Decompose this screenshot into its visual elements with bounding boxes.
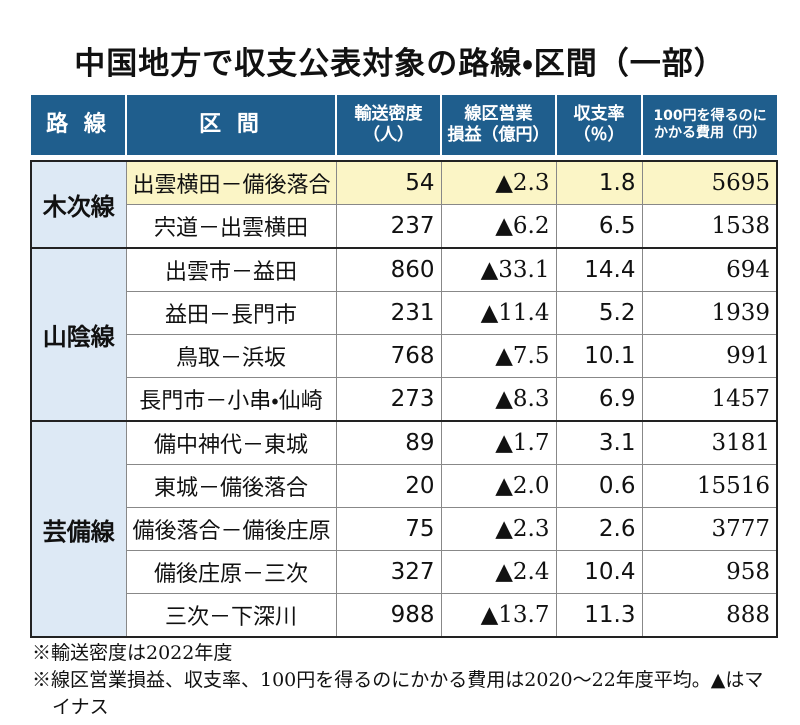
header-text: （人） bbox=[363, 125, 414, 145]
revenue-ratio: 11.3 bbox=[555, 593, 642, 638]
header-cell: 路 線 bbox=[31, 95, 126, 155]
density: 89 bbox=[335, 420, 441, 465]
density: 988 bbox=[335, 593, 441, 638]
section: 長門市－小串・仙崎 bbox=[125, 377, 336, 422]
table-row: 芸備線 備中神代－東城 89 ▲1.7 3.1 3181 bbox=[30, 420, 778, 638]
notes: ※輸送密度は2022年度 ※線区営業損益、収支率、100円を得るのにかかる費用は2… bbox=[32, 640, 777, 721]
section: 備中神代－東城 bbox=[125, 420, 336, 465]
density: 20 bbox=[335, 464, 441, 508]
density: 273 bbox=[335, 377, 441, 422]
table-row: 三次－下深川 988 ▲13.7 11.3 888 bbox=[31, 593, 778, 638]
cost-per-100yen: 958 bbox=[641, 550, 778, 594]
revenue-ratio: 10.4 bbox=[555, 550, 642, 594]
table-row: 益田－長門市 231 ▲11.4 5.2 1939 bbox=[31, 291, 778, 335]
section: 鳥取－浜坂 bbox=[125, 334, 336, 378]
header-cell: 100円を得るのに かかる費用（円） bbox=[641, 95, 777, 155]
revenue-ratio: 6.5 bbox=[555, 204, 642, 249]
header-text: 区 間 bbox=[199, 112, 263, 138]
header-cell: 区 間 bbox=[125, 95, 336, 155]
cost-per-100yen: 1457 bbox=[641, 377, 778, 422]
title: 中国地方で収支公表対象の路線・区間（一部） bbox=[74, 46, 726, 82]
density: 860 bbox=[335, 247, 441, 292]
operating-loss: ▲8.3 bbox=[440, 377, 556, 422]
cost-per-100yen: 3181 bbox=[641, 420, 778, 465]
section: 益田－長門市 bbox=[125, 291, 336, 335]
operating-loss: ▲11.4 bbox=[440, 291, 556, 335]
header-text: かかる費用（円） bbox=[654, 125, 766, 141]
header-text: 輸送密度 bbox=[354, 103, 423, 124]
revenue-ratio: 14.4 bbox=[555, 247, 642, 292]
operating-loss: ▲2.3 bbox=[440, 160, 556, 205]
density: 231 bbox=[335, 291, 441, 335]
section: 備後落合－備後庄原 bbox=[125, 507, 336, 551]
table-row: 東城－備後落合 20 ▲2.0 0.6 15516 bbox=[31, 464, 778, 508]
section: 宍道－出雲横田 bbox=[125, 204, 336, 249]
cost-per-100yen: 15516 bbox=[641, 464, 778, 508]
density: 75 bbox=[335, 507, 441, 551]
operating-loss: ▲2.0 bbox=[440, 464, 556, 508]
revenue-ratio: 6.9 bbox=[555, 377, 642, 422]
density: 237 bbox=[335, 204, 441, 249]
revenue-ratio: 1.8 bbox=[555, 160, 642, 205]
header-text: 線区営業 bbox=[464, 103, 533, 124]
section: 三次－下深川 bbox=[125, 593, 336, 638]
section: 出雲横田－備後落合 bbox=[125, 160, 336, 205]
header-cell: 輸送密度 （人） bbox=[335, 95, 441, 155]
cost-per-100yen: 694 bbox=[641, 247, 778, 292]
cost-per-100yen: 1939 bbox=[641, 291, 778, 335]
operating-loss: ▲6.2 bbox=[440, 204, 556, 249]
operating-loss: ▲2.4 bbox=[440, 550, 556, 594]
section: 東城－備後落合 bbox=[125, 464, 336, 508]
operating-loss: ▲1.7 bbox=[440, 420, 556, 465]
header-cell: 線区営業 損益（億円） bbox=[440, 95, 556, 155]
note: ※輸送密度は2022年度 bbox=[32, 642, 233, 664]
header-text: 路 線 bbox=[46, 112, 110, 138]
cost-per-100yen: 3777 bbox=[641, 507, 778, 551]
density: 768 bbox=[335, 334, 441, 378]
revenue-ratio: 3.1 bbox=[555, 420, 642, 465]
cost-per-100yen: 991 bbox=[641, 334, 778, 378]
line-name: 木次線 bbox=[30, 160, 126, 249]
table-row: 長門市－小串・仙崎 273 ▲8.3 6.9 1457 bbox=[31, 377, 778, 422]
operating-loss: ▲33.1 bbox=[440, 247, 556, 292]
table-body: 木次線 出雲横田－備後落合 54 ▲2.3 1.8 5695 宍道－出雲横田 237 ▲6.2 6… bbox=[30, 155, 778, 638]
revenue-ratio: 10.1 bbox=[555, 334, 642, 378]
header-text: （％） bbox=[573, 125, 625, 145]
density: 327 bbox=[335, 550, 441, 594]
operating-loss: ▲7.5 bbox=[440, 334, 556, 378]
header-text: 100円を得るのに bbox=[653, 107, 767, 124]
section: 出雲市－益田 bbox=[125, 247, 336, 292]
table-row: 備後落合－備後庄原 75 ▲2.3 2.6 3777 bbox=[31, 507, 778, 551]
table: 路 線区 間輸送密度 （人） 線区営業 損益（億円） 収支率 （％） 100円を得るのに かか… bbox=[30, 95, 778, 638]
density: 54 bbox=[335, 160, 441, 205]
note: ※線区営業損益、収支率、100円を得るのにかかる費用は2020～22年度平均。▲… bbox=[32, 669, 764, 718]
revenue-ratio: 0.6 bbox=[555, 464, 642, 508]
table-row: 木次線 出雲横田－備後落合 54 ▲2.3 1.8 5695 bbox=[30, 160, 778, 249]
table-row: 宍道－出雲横田 237 ▲6.2 6.5 1538 bbox=[31, 204, 778, 249]
table-row: 山陰線 出雲市－益田 860 ▲33.1 14.4 694 bbox=[30, 247, 778, 422]
cost-per-100yen: 5695 bbox=[641, 160, 778, 205]
operating-loss: ▲13.7 bbox=[440, 593, 556, 638]
header-row: 路 線区 間輸送密度 （人） 線区営業 損益（億円） 収支率 （％） 100円を得るのに かか… bbox=[31, 95, 777, 155]
cost-per-100yen: 1538 bbox=[641, 204, 778, 249]
operating-loss: ▲2.3 bbox=[440, 507, 556, 551]
cost-per-100yen: 888 bbox=[641, 593, 778, 638]
line-name: 山陰線 bbox=[30, 247, 126, 422]
section: 備後庄原－三次 bbox=[125, 550, 336, 594]
table-row: 鳥取－浜坂 768 ▲7.5 10.1 991 bbox=[31, 334, 778, 378]
table-row: 備後庄原－三次 327 ▲2.4 10.4 958 bbox=[31, 550, 778, 594]
header-text: 損益（億円） bbox=[447, 125, 550, 145]
header-cell: 収支率 （％） bbox=[555, 95, 642, 155]
revenue-ratio: 5.2 bbox=[555, 291, 642, 335]
revenue-ratio: 2.6 bbox=[555, 507, 642, 551]
line-name: 芸備線 bbox=[30, 420, 126, 638]
header-text: 収支率 bbox=[573, 103, 625, 124]
